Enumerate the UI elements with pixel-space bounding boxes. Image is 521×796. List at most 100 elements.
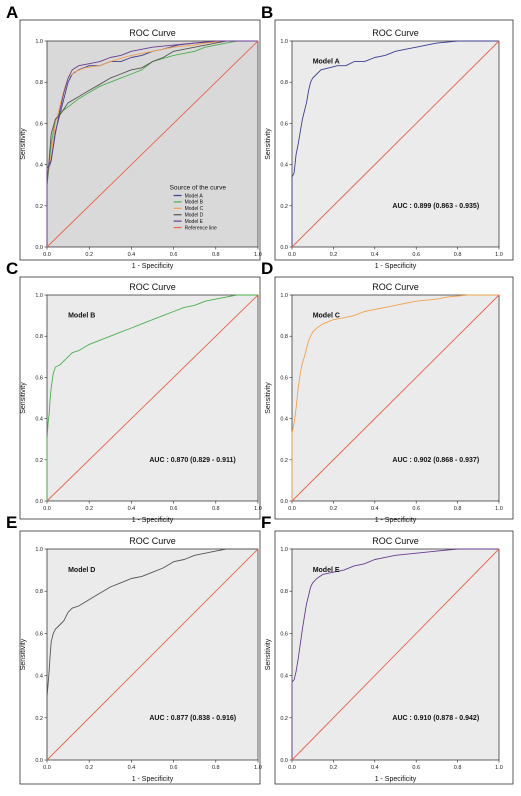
x-tick-label: 0.0: [288, 252, 296, 258]
panel-letter: F: [261, 513, 271, 532]
panel-e: E ROC Curve 0.0 0.2 0.4 0.6 0.8 1.0 0.0 0.2 0.4 0.6…: [6, 513, 262, 785]
x-tick-label: 0.4: [371, 765, 379, 771]
x-tick-label: 0.6: [412, 252, 420, 258]
x-tick-label: 0.2: [330, 252, 338, 258]
x-tick-label: 0.2: [330, 765, 338, 771]
chart-title: ROC Curve: [372, 282, 419, 292]
y-tick-label: 0.2: [35, 716, 43, 722]
y-tick-label: 0.6: [280, 631, 288, 637]
model-label: Model A: [313, 59, 340, 66]
x-tick-label: 0.0: [43, 506, 51, 512]
legend-entry: Model D: [185, 213, 204, 219]
x-tick-label: 1.0: [254, 506, 262, 512]
auc-annotation: AUC : 0.899 (0.863 - 0.935): [392, 203, 479, 210]
model-label: Model C: [313, 313, 340, 320]
y-tick-label: 0.4: [280, 417, 288, 423]
y-axis-label: Sensitivity: [20, 382, 27, 414]
y-tick-label: 0.4: [280, 163, 288, 169]
x-tick-label: 1.0: [254, 765, 262, 771]
y-axis-label: Sensitivity: [265, 128, 272, 160]
y-tick-label: 0.6: [280, 375, 288, 381]
x-tick-label: 0.8: [454, 252, 462, 258]
y-tick-label: 0.8: [35, 334, 43, 340]
x-tick-label: 0.8: [212, 506, 220, 512]
y-tick-label: 0.6: [35, 631, 43, 637]
reference-line: [291, 548, 500, 761]
series-model-e: [46, 40, 258, 247]
x-tick-label: 1.0: [495, 765, 503, 771]
y-tick-label: 0.0: [35, 758, 43, 764]
y-tick-label: 0.6: [35, 121, 43, 127]
panel-c: C ROC Curve 0.0 0.2 0.4 0.6 0.8 1.0 0.0 0.2 0.4 0.6…: [6, 259, 262, 524]
x-tick-label: 0.6: [170, 252, 178, 258]
y-tick-label: 0.4: [35, 163, 43, 169]
y-tick-label: 0.2: [35, 204, 43, 210]
x-tick-label: 0.4: [128, 252, 136, 258]
reference-line: [46, 294, 259, 502]
x-axis-label: 1 - Specificity: [132, 517, 174, 524]
y-tick-label: 0.4: [35, 417, 43, 423]
roc-curve: [291, 40, 499, 247]
y-tick-label: 0.0: [280, 758, 288, 764]
y-tick-label: 0.8: [35, 80, 43, 86]
panel-d: D ROC Curve 0.0 0.2 0.4 0.6 0.8 1.0 0.0 0.2 0.4 0.6…: [261, 259, 514, 524]
y-tick-label: 0.4: [35, 674, 43, 680]
y-tick-label: 0.6: [35, 375, 43, 381]
x-tick-label: 0.0: [43, 252, 51, 258]
y-tick-label: 1.0: [280, 39, 288, 45]
y-tick-label: 1.0: [280, 293, 288, 299]
roc-curve: [291, 548, 499, 760]
x-tick-label: 1.0: [254, 252, 262, 258]
chart-title: ROC Curve: [129, 28, 176, 38]
series-reference-line: [46, 40, 259, 248]
legend-entry: Model C: [185, 206, 204, 212]
legend-title: Source of the curve: [170, 184, 227, 191]
chart-title: ROC Curve: [372, 536, 419, 546]
x-tick-label: 0.8: [454, 765, 462, 771]
x-tick-label: 0.2: [85, 252, 93, 258]
y-tick-label: 0.0: [280, 245, 288, 251]
x-axis-label: 1 - Specificity: [132, 776, 174, 783]
x-tick-label: 1.0: [495, 506, 503, 512]
panel-letter: A: [6, 3, 18, 22]
reference-line: [291, 294, 500, 502]
roc-curve: [46, 548, 258, 760]
x-tick-label: 0.8: [212, 252, 220, 258]
y-tick-label: 0.8: [280, 334, 288, 340]
x-tick-label: 0.4: [128, 765, 136, 771]
y-tick-label: 0.0: [35, 245, 43, 251]
y-tick-label: 1.0: [280, 547, 288, 553]
legend-entry: Model E: [185, 219, 204, 225]
auc-annotation: AUC : 0.902 (0.868 - 0.937): [392, 457, 479, 464]
auc-annotation: AUC : 0.910 (0.878 - 0.942): [392, 715, 479, 722]
chart-title: ROC Curve: [372, 28, 419, 38]
panel-letter: B: [261, 3, 273, 22]
x-tick-label: 0.6: [170, 765, 178, 771]
x-tick-label: 1.0: [495, 252, 503, 258]
legend-entry: Model A: [185, 193, 204, 199]
reference-line: [46, 548, 259, 761]
y-tick-label: 0.2: [280, 204, 288, 210]
model-label: Model D: [68, 567, 95, 574]
panel-f: F ROC Curve 0.0 0.2 0.4 0.6 0.8 1.0 0.0 0.2 0.4 0.6…: [261, 513, 514, 785]
x-tick-label: 0.4: [371, 252, 379, 258]
legend-entry: Model B: [185, 200, 204, 206]
y-axis-label: Sensitivity: [20, 128, 27, 160]
x-tick-label: 0.2: [330, 506, 338, 512]
x-tick-label: 0.6: [412, 765, 420, 771]
y-tick-label: 0.8: [35, 589, 43, 595]
y-tick-label: 0.2: [280, 716, 288, 722]
auc-annotation: AUC : 0.870 (0.829 - 0.911): [149, 457, 235, 464]
y-tick-label: 1.0: [35, 547, 43, 553]
chart-title: ROC Curve: [129, 536, 176, 546]
y-tick-label: 0.8: [280, 589, 288, 595]
reference-line: [291, 40, 500, 248]
x-axis-label: 1 - Specificity: [375, 776, 417, 783]
legend-entry: Reference line: [185, 225, 217, 231]
y-axis-label: Sensitivity: [265, 382, 272, 414]
x-axis-label: 1 - Specificity: [375, 517, 417, 524]
x-tick-label: 0.6: [170, 506, 178, 512]
panel-letter: E: [6, 513, 17, 532]
model-label: Model E: [313, 567, 340, 574]
